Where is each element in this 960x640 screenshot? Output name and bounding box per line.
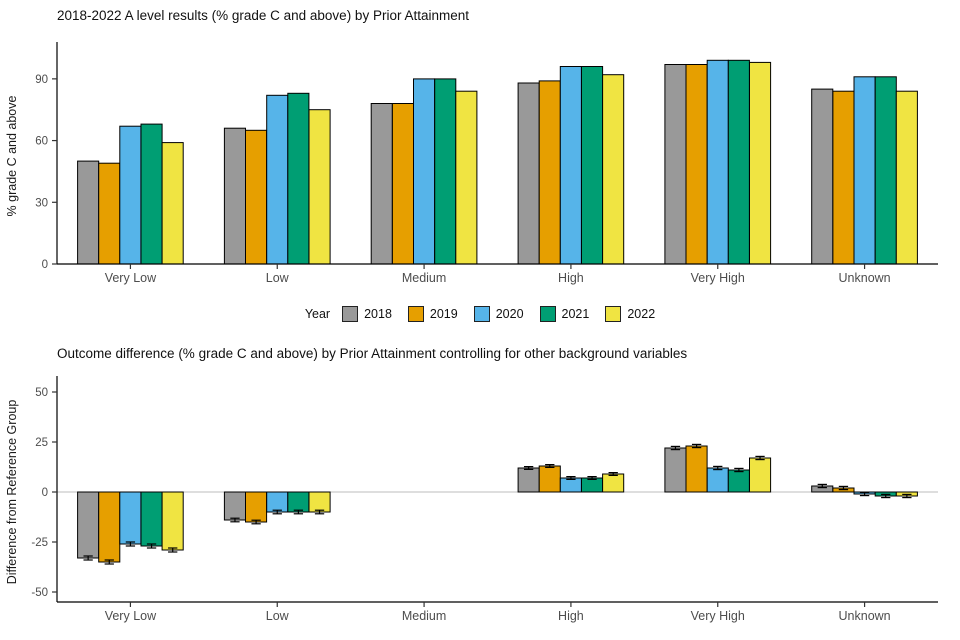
- bar-high-2022: [602, 473, 625, 493]
- bar-very-low-2021: [140, 123, 163, 265]
- y-axis-title: Difference from Reference Group: [5, 400, 19, 585]
- legend: Year 2018 2019 2020 2021 2022: [0, 306, 960, 322]
- bar-low-2022: [308, 109, 331, 265]
- legend-label-2019: 2019: [429, 307, 458, 321]
- bar-high-2021: [581, 477, 604, 493]
- y-tick-label: 25: [35, 437, 48, 449]
- x-category-label: High: [558, 271, 584, 285]
- bar-low-2019: [245, 129, 268, 265]
- legend-swatch-2021: [539, 306, 556, 322]
- bar-low-2018: [223, 127, 246, 265]
- bar-very-high-2022: [749, 457, 772, 493]
- bar-very-low-2021: [140, 491, 163, 547]
- bar-very-high-2018: [664, 64, 687, 265]
- bar-very-low-2020: [119, 491, 142, 545]
- bar-medium-2022: [455, 90, 478, 265]
- bar-high-2018: [517, 82, 540, 265]
- bar-low-2022: [308, 491, 331, 513]
- bar-high-2019: [538, 465, 561, 493]
- bar-medium-2021: [434, 78, 457, 265]
- legend-item-2022: 2022: [605, 306, 655, 322]
- bar-medium-2020: [413, 78, 436, 265]
- x-category-label: Unknown: [839, 609, 891, 623]
- x-category-label: Low: [266, 271, 290, 285]
- bar-low-2021: [287, 92, 310, 265]
- bar-high-2020: [559, 477, 582, 493]
- x-category-label: Very High: [691, 271, 745, 285]
- bar-very-high-2021: [727, 469, 750, 493]
- bar-medium-2018: [370, 103, 393, 265]
- y-axis-title: % grade C and above: [5, 95, 19, 216]
- bar-very-high-2020: [706, 59, 729, 265]
- x-category-label: Medium: [402, 609, 446, 623]
- bar-very-low-2019: [98, 162, 121, 265]
- bar-very-low-2020: [119, 125, 142, 265]
- bar-very-low-2018: [77, 491, 100, 559]
- bar-low-2018: [223, 491, 246, 521]
- bar-unknown-2019: [832, 90, 855, 265]
- bar-unknown-2020: [853, 76, 876, 265]
- bar-high-2022: [602, 74, 625, 265]
- legend-items: 2018 2019 2020 2021 2022: [342, 306, 655, 322]
- bar-low-2020: [266, 94, 289, 265]
- bar-unknown-2022: [895, 90, 918, 265]
- bottom-chart-title: Outcome difference (% grade C and above)…: [57, 346, 688, 361]
- bar-high-2020: [559, 66, 582, 265]
- x-category-label: Medium: [402, 271, 446, 285]
- top-chart-title: 2018-2022 A level results (% grade C and…: [57, 8, 469, 23]
- bar-very-high-2021: [727, 59, 750, 265]
- bar-high-2018: [517, 467, 540, 493]
- y-tick-label: -50: [31, 587, 48, 599]
- bar-very-low-2019: [98, 491, 121, 563]
- legend-item-2021: 2021: [539, 306, 590, 322]
- bar-low-2019: [245, 491, 268, 523]
- y-tick-label: 90: [35, 74, 48, 86]
- bar-low-2021: [287, 491, 310, 513]
- bar-very-high-2020: [706, 467, 729, 493]
- bar-very-high-2019: [685, 64, 708, 265]
- legend-label-2020: 2020: [495, 307, 524, 321]
- bottom-chart: -50 -25 0 25 50 Very Low Low Medium High Very Hig…: [5, 376, 938, 623]
- y-tick-label: 30: [35, 197, 48, 209]
- bar-very-low-2018: [77, 160, 100, 265]
- x-category-label: Very Low: [105, 609, 157, 623]
- legend-swatch-2019: [407, 306, 424, 322]
- top-chart: 0 30 60 90 Very Low Low Medium High Very High Unk…: [5, 42, 938, 285]
- bar-very-high-2022: [749, 61, 772, 265]
- bar-very-high-2019: [685, 445, 708, 493]
- legend-title: Year: [304, 307, 331, 321]
- y-tick-label: -25: [31, 537, 48, 549]
- legend-item-2020: 2020: [473, 306, 524, 322]
- y-tick-label: 0: [42, 487, 48, 499]
- legend-label-2021: 2021: [561, 307, 590, 321]
- bar-very-low-2022: [161, 142, 184, 265]
- legend-label-2022: 2022: [627, 307, 656, 321]
- y-tick-label: 60: [35, 136, 48, 148]
- x-category-label: Very High: [691, 609, 745, 623]
- legend-item-2018: 2018: [342, 306, 392, 322]
- bar-very-low-2022: [161, 491, 184, 551]
- bar-high-2021: [581, 66, 604, 265]
- x-category-label: Very Low: [105, 271, 157, 285]
- bar-low-2020: [266, 491, 289, 513]
- x-category-label: Low: [266, 609, 290, 623]
- legend-label-2018: 2018: [364, 307, 392, 321]
- x-category-label: Unknown: [839, 271, 891, 285]
- bar-unknown-2018: [811, 88, 834, 265]
- legend-swatch-2022: [605, 306, 622, 322]
- bar-very-high-2018: [664, 447, 687, 493]
- y-tick-label: 0: [42, 259, 48, 271]
- legend-item-2019: 2019: [407, 306, 458, 322]
- bar-high-2019: [538, 80, 561, 265]
- y-tick-label: 50: [35, 387, 48, 399]
- legend-swatch-2020: [473, 306, 490, 322]
- bar-medium-2019: [391, 103, 414, 265]
- legend-swatch-2018: [342, 306, 359, 322]
- x-category-label: High: [558, 609, 584, 623]
- bar-unknown-2021: [874, 76, 897, 265]
